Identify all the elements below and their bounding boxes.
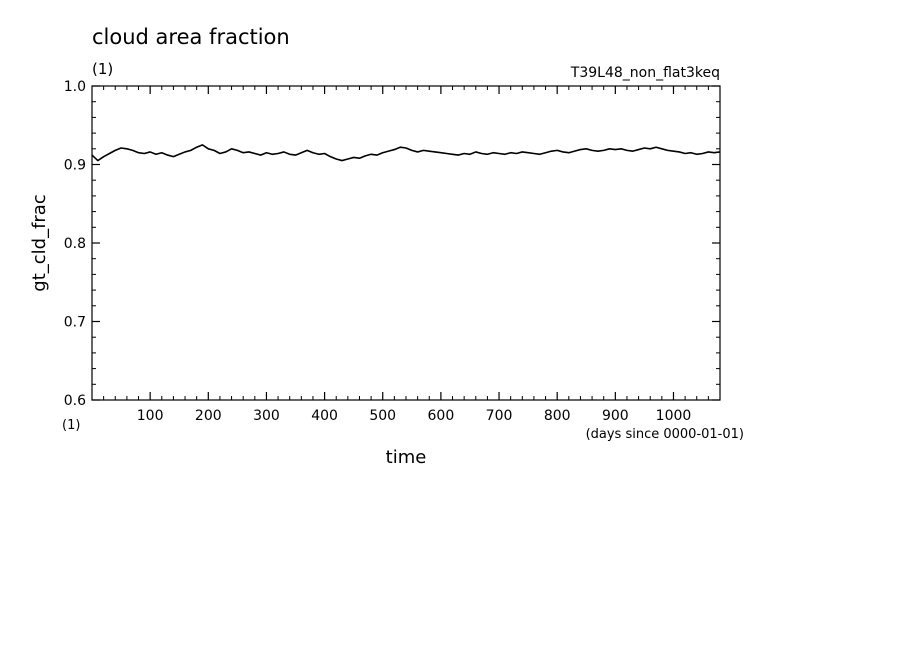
- y-tick-label: 0.7: [64, 315, 86, 331]
- y-ticks: 0.6 0.7 0.8 0.9 1.0: [64, 79, 720, 409]
- series-line: [91, 144, 721, 162]
- x-units-label: (days since 0000-01-01): [586, 427, 744, 442]
- x-tick-label: 500: [369, 408, 396, 424]
- x-tick-label: 100: [137, 408, 164, 424]
- plot-frame: [91, 85, 721, 401]
- y-tick-label: 0.9: [64, 158, 86, 174]
- x-tick-label: 200: [195, 408, 222, 424]
- x-tick-label: 700: [486, 408, 513, 424]
- x-tick-label: 1000: [656, 408, 692, 424]
- x-ticks: 100 200 300 400 500 600 700 800 900 1000: [137, 86, 692, 424]
- y-tick-label: 0.6: [64, 393, 86, 409]
- plot-area: 100 200 300 400 500 600 700 800 900 1000 0.60.70.…: [64, 79, 721, 424]
- x-tick-label: 600: [428, 408, 455, 424]
- chart-title: cloud area fraction: [92, 25, 290, 49]
- x-tick-label: 400: [311, 408, 338, 424]
- x-tick-label: 800: [544, 408, 571, 424]
- y-units-label: (1): [62, 418, 80, 433]
- x-tick-label: 900: [602, 408, 629, 424]
- y-tick-label: 0.8: [64, 236, 86, 252]
- x-tick-label: 300: [253, 408, 280, 424]
- dataset-label: T39L48_non_flat3keq: [570, 65, 720, 81]
- x-axis-label: time: [386, 447, 427, 468]
- units-label: (1): [92, 60, 113, 78]
- y-axis-label: gt_cld_frac: [29, 194, 50, 291]
- minor-ticks: [92, 86, 720, 400]
- y-tick-label: 1.0: [64, 79, 86, 95]
